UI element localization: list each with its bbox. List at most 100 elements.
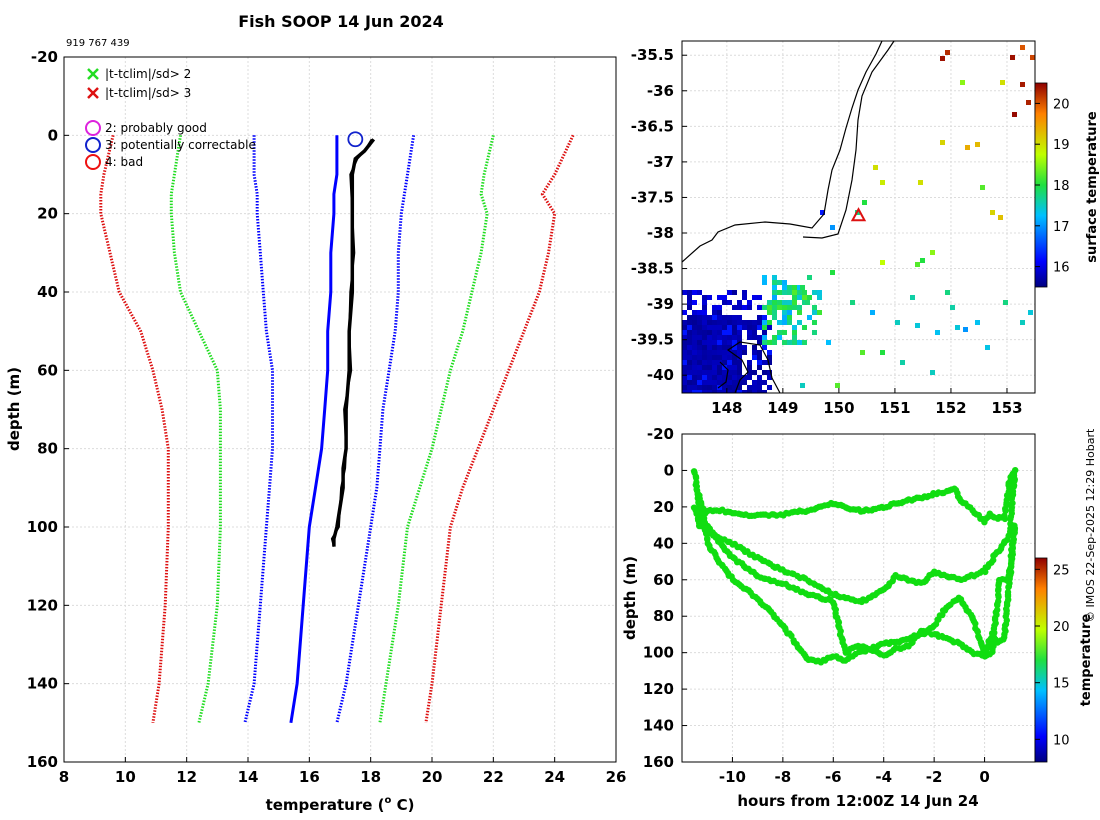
sst-cell — [727, 385, 732, 390]
sst-cell — [702, 330, 707, 335]
sst-cell — [717, 320, 722, 325]
sst-cell — [930, 250, 935, 255]
sst-cell — [722, 315, 727, 320]
sst-cell — [717, 325, 722, 330]
sst-cell — [767, 350, 772, 355]
sst-cell — [692, 300, 697, 305]
sst-cell — [727, 355, 732, 360]
sst-cell — [697, 380, 702, 385]
sst-cell — [747, 360, 752, 365]
sst-cell — [737, 390, 742, 393]
sst-cell — [747, 385, 752, 390]
sst-cell — [702, 375, 707, 380]
sst-cell — [802, 295, 807, 300]
depth-time-y-tick-label: -20 — [647, 425, 674, 443]
sst-cell — [732, 365, 737, 370]
sst-cell — [712, 390, 717, 393]
depth-time-x-axis-label: hours from 12:00Z 14 Jun 24 — [737, 792, 978, 810]
map-marker — [850, 207, 867, 222]
sst-cell — [687, 385, 692, 390]
legend-label: 3: potentially correctable — [105, 138, 256, 152]
sst-cell — [727, 340, 732, 345]
sst-cell — [767, 320, 772, 325]
sst-cell — [767, 340, 772, 345]
sst-cell — [737, 325, 742, 330]
sst-cell — [702, 350, 707, 355]
sst-cell — [732, 320, 737, 325]
depth-time-x-tick-label: 0 — [979, 768, 989, 786]
sst-cell — [960, 80, 965, 85]
sst-cell — [757, 315, 762, 320]
sst-cell — [722, 360, 727, 365]
legend-circle-marker — [85, 154, 101, 170]
sst-cell — [955, 325, 960, 330]
sst-cell — [880, 350, 885, 355]
sst-cell — [762, 275, 767, 280]
sst-cell — [792, 285, 797, 290]
sst-cell — [712, 340, 717, 345]
sst-cell — [717, 330, 722, 335]
depth-time-colorbar-tick-label: 25 — [1053, 563, 1070, 578]
profile-y-tick-label: 0 — [48, 126, 58, 144]
sst-cell — [702, 335, 707, 340]
sst-cell — [742, 375, 747, 380]
id-label: 919 767 439 — [66, 38, 130, 49]
sst-cell — [727, 320, 732, 325]
sst-cell — [742, 305, 747, 310]
sst-cell — [752, 325, 757, 330]
profile-y-axis-label: depth (m) — [5, 367, 23, 451]
sst-cell — [707, 365, 712, 370]
sst-cell — [920, 258, 925, 263]
depth-time-point — [1004, 588, 1012, 596]
sst-cell — [707, 325, 712, 330]
figure-title: Fish SOOP 14 Jun 2024 — [238, 12, 444, 31]
sst-cell — [802, 290, 807, 295]
sst-cell — [727, 315, 732, 320]
sst-cell — [787, 300, 792, 305]
map-y-tick-label: -39.5 — [631, 331, 674, 349]
sst-cell — [702, 325, 707, 330]
sst-cell — [732, 350, 737, 355]
sst-cell — [900, 360, 905, 365]
sst-cell — [722, 340, 727, 345]
profile-y-tick-label: 60 — [37, 361, 58, 379]
sst-cell — [687, 330, 692, 335]
sst-cell — [787, 310, 792, 315]
sst-cell — [697, 335, 702, 340]
profile-series-clim-mean- — [335, 135, 416, 724]
sst-cell — [752, 345, 757, 350]
sst-cell — [722, 300, 727, 305]
legend: |t-tclim|/sd> 2 |t-tclim|/sd> 3 2: probabl… — [85, 67, 256, 170]
sst-cell — [990, 210, 995, 215]
sst-cell — [682, 390, 687, 393]
sst-cell — [1030, 55, 1035, 60]
sst-cell — [747, 320, 752, 325]
depth-time-x-tick-label: -2 — [926, 768, 943, 786]
legend-label: 4: bad — [105, 155, 143, 169]
sst-cell — [717, 370, 722, 375]
profile-y-tick-label: 80 — [37, 440, 58, 458]
depth-time-colorbar-tick-label: 15 — [1053, 677, 1070, 692]
map-coastline — [682, 41, 895, 393]
sst-cell — [702, 370, 707, 375]
profile-y-tick-label: 160 — [27, 753, 58, 771]
sst-cell — [777, 305, 782, 310]
sst-cell — [692, 290, 697, 295]
sst-cell — [702, 295, 707, 300]
sst-cell — [782, 290, 787, 295]
sst-cell — [682, 365, 687, 370]
sst-cell — [722, 330, 727, 335]
sst-cell — [752, 385, 757, 390]
sst-cell — [717, 345, 722, 350]
sst-cell — [727, 380, 732, 385]
sst-cell — [692, 315, 697, 320]
sst-cell — [998, 215, 1003, 220]
sst-cell — [692, 330, 697, 335]
sst-cell — [682, 340, 687, 345]
map-colorbar-tick-label: 20 — [1053, 97, 1070, 112]
coastline-inner — [802, 41, 895, 239]
sst-cell — [880, 180, 885, 185]
sst-cell — [722, 350, 727, 355]
map-y-tick-label: -37.5 — [631, 188, 674, 206]
